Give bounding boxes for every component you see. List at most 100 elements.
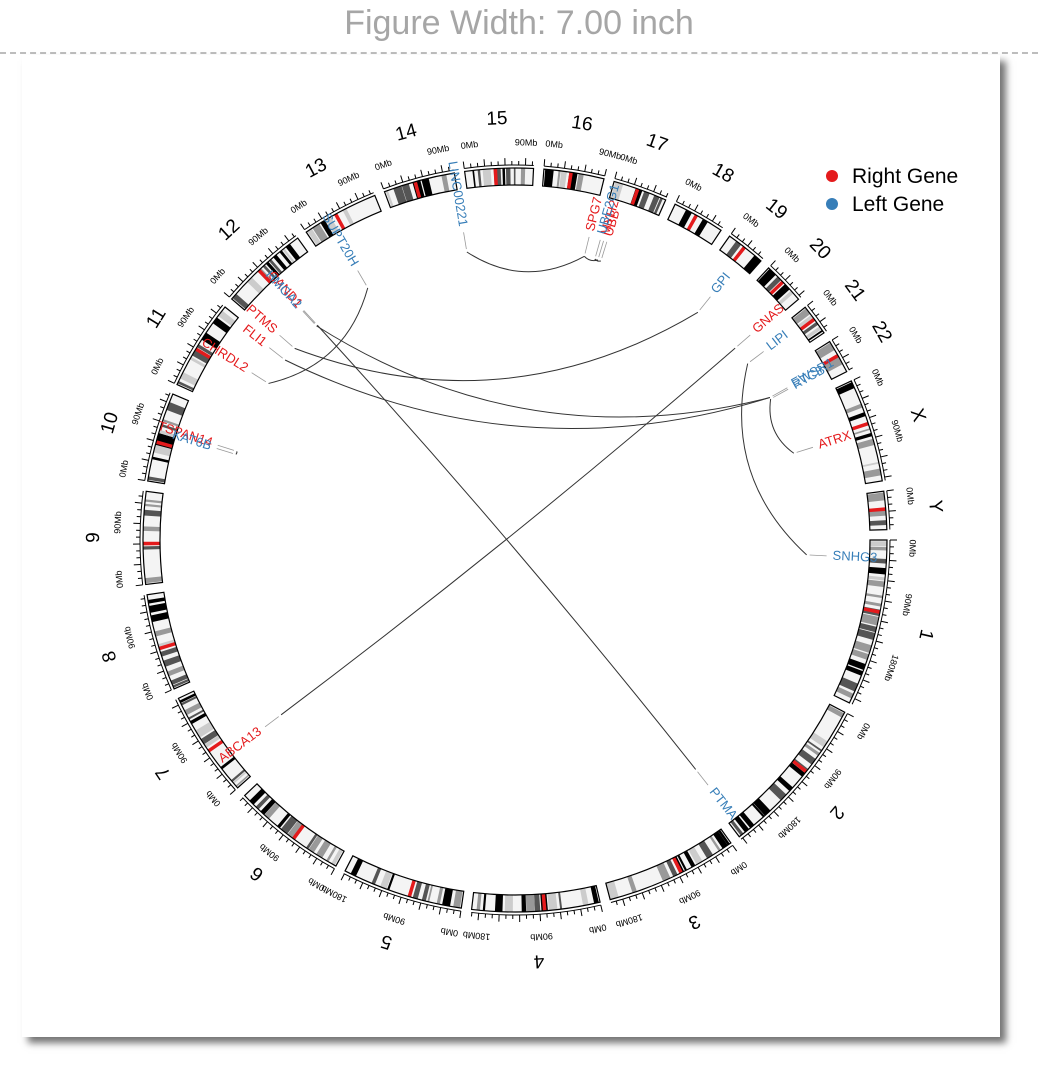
tick-label: 0Mb (847, 325, 865, 345)
fusion-link (316, 325, 770, 418)
chromosome-label: 15 (486, 108, 508, 130)
gene-label: PTMA (707, 785, 741, 823)
chromosome-13 (305, 194, 382, 248)
fusion-link (294, 311, 699, 382)
fusion-link (268, 287, 369, 384)
tick-label: 0Mb (729, 860, 749, 878)
tick-label: 0Mb (545, 138, 563, 150)
tick-label: 90Mb (112, 511, 123, 534)
chromosome-label: 6 (247, 862, 268, 885)
chromosome-1 (833, 539, 888, 704)
chromosome-label: 21 (840, 276, 869, 305)
fusion-link (235, 451, 238, 455)
chromosome-label: Y (924, 499, 946, 514)
fusion-link (284, 359, 771, 430)
tick-label: 90Mb (889, 419, 905, 443)
chromosome-6 (243, 782, 345, 867)
gene-label: UBB (600, 208, 622, 238)
gene-label: ATRX (816, 427, 853, 451)
tick-label: 0Mb (460, 139, 479, 151)
tick-label: 0Mb (208, 266, 227, 286)
chromosome-label: 19 (761, 194, 791, 224)
chromosome-label: 12 (214, 215, 244, 245)
chromosome-label: 4 (533, 950, 545, 972)
chromosome-12 (230, 237, 309, 311)
fusion-link (769, 398, 795, 454)
tick-label: 90Mb (130, 401, 147, 426)
tick-label: 0Mb (373, 157, 393, 172)
chromosome-8 (146, 591, 191, 690)
figure-panel: 0Mb 90Mb 180Mb 1 0Mb 90Mb 180Mb 2 0Mb 90Mb 180Mb 3 0… (22, 55, 1000, 1037)
tick-label: 0Mb (204, 789, 223, 809)
chromosome-21 (791, 306, 825, 344)
chromosome-label: 20 (805, 234, 835, 264)
tick-label: 0Mb (782, 245, 802, 264)
gene-label: GPI (707, 269, 733, 296)
chromosome-label: 18 (709, 159, 738, 188)
chromosome-20 (756, 267, 800, 312)
gene-label: LINC00221 (445, 160, 471, 227)
tick-label: 180Mb (882, 653, 900, 682)
legend-swatch (826, 170, 838, 182)
fusion-link (741, 363, 807, 556)
chromosome-4 (470, 884, 601, 913)
tick-label: 0Mb (870, 368, 886, 388)
chromosome-label: 5 (378, 930, 394, 953)
legend-label: Right Gene (852, 165, 958, 188)
chromosome-label: 11 (142, 304, 170, 332)
chromosome-label: 7 (152, 762, 175, 782)
tick-label: 90Mb (246, 225, 270, 247)
chromosome-label: 1 (914, 627, 937, 642)
ideogram-layer (142, 167, 888, 913)
chromosome-label: 22 (867, 318, 896, 347)
tick-label: 90Mb (598, 146, 622, 161)
chromosome-label: 14 (393, 120, 419, 146)
tick-label: 90Mb (257, 842, 281, 864)
tick-label: 90Mb (169, 741, 190, 765)
chromosome-label: 17 (643, 130, 670, 157)
chromosome-7 (177, 690, 252, 789)
links-layer (235, 251, 807, 770)
tick-label: 90Mb (382, 911, 406, 927)
fusion-link (594, 258, 599, 261)
chromosome-label: 8 (98, 648, 121, 664)
tick-label: 0Mb (440, 926, 459, 939)
figure-width-guide (0, 52, 1038, 54)
chromosome-5 (344, 854, 465, 909)
tick-label: 90Mb (175, 305, 196, 329)
legend-label: Left Gene (852, 193, 944, 216)
fusion-link (466, 251, 585, 273)
tick-label: 180Mb (462, 929, 490, 942)
tick-label: 90Mb (515, 137, 538, 148)
chromosome-10 (147, 393, 190, 485)
chromosome-22 (814, 340, 848, 381)
chromosome-9 (142, 490, 164, 586)
tick-label: 0Mb (904, 487, 916, 506)
fusion-link (280, 347, 736, 716)
tick-label: 90Mb (822, 767, 844, 791)
gene-label: LIPI (763, 327, 790, 353)
tick-label: 0Mb (306, 876, 326, 893)
chromosome-label: X (906, 406, 930, 425)
tick-label: 90Mb (426, 143, 450, 157)
chromosome-label: 2 (825, 802, 848, 824)
chromosome-15 (463, 167, 535, 189)
tick-label: 0Mb (821, 288, 840, 308)
chromosome-Y (866, 490, 888, 531)
tick-label: 0Mb (619, 152, 639, 167)
chromosome-17 (608, 180, 667, 217)
legend: Right Gene Left Gene (826, 165, 958, 216)
tick-label: 0Mb (684, 176, 704, 193)
tick-label: 90Mb (530, 931, 553, 942)
tick-label: 0Mb (588, 922, 607, 935)
chromosome-16 (541, 168, 605, 197)
fusion-link (316, 324, 697, 770)
chromosome-label: 9 (83, 532, 104, 543)
tick-label: 0Mb (113, 570, 125, 588)
figure-width-label: Figure Width: 7.00 inch (344, 4, 694, 42)
chromosome-18 (667, 203, 722, 246)
tick-label: 90Mb (678, 888, 703, 907)
chromosome-11 (176, 306, 240, 393)
